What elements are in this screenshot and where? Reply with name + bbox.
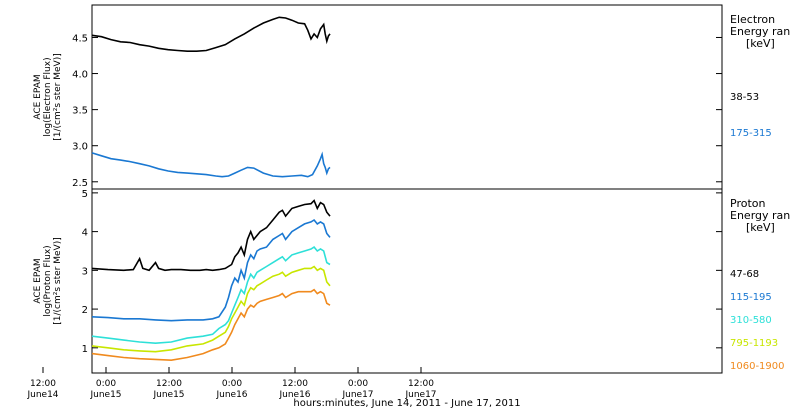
y-tick-label: 2	[82, 305, 88, 316]
y-axis-label: ACE EPAM	[33, 258, 43, 303]
series-line-115-195	[91, 218, 331, 322]
legend-entry: 795-1193	[730, 338, 778, 349]
legend-title: Energy ran	[730, 209, 790, 222]
series-line-1060-1900	[91, 288, 331, 362]
x-tick-time: 12:00	[156, 379, 182, 389]
series-line-38-53	[91, 16, 331, 52]
legend-title: [keV]	[746, 221, 775, 234]
series-line-175-315	[91, 151, 331, 178]
y-tick-label: 1	[82, 344, 88, 355]
y-tick-label: 3	[82, 266, 88, 277]
y-tick-label: 3.0	[72, 142, 88, 153]
time-axis: 12:00June140:00June1512:00June150:00June…	[26, 367, 437, 400]
x-axis-label: hours:minutes, June 14, 2011 - June 17, …	[293, 398, 520, 409]
x-tick-date: June16	[215, 390, 247, 400]
proton-frame	[91, 188, 723, 374]
electron-frame	[91, 4, 723, 190]
legend-entry: 38-53	[730, 92, 759, 103]
series-line-795-1193	[91, 265, 331, 353]
legend-entry: 47-68	[730, 269, 759, 280]
legend-entry: 175-315	[730, 128, 772, 139]
legend-entry: 310-580	[730, 315, 772, 326]
legend-title: Energy ran	[730, 25, 790, 38]
series-line-47-68	[91, 199, 331, 272]
x-tick-date: June14	[26, 390, 58, 400]
y-axis-label: log(Electron Flux)	[43, 57, 53, 136]
x-tick-date: June16	[278, 390, 310, 400]
y-axis-label: log(Proton Flux)	[43, 245, 53, 316]
x-tick-date: June15	[152, 390, 184, 400]
x-tick-date: June17	[404, 390, 436, 400]
legend-title: Proton	[730, 197, 765, 210]
y-tick-label: 5	[82, 189, 88, 200]
y-axis-label: ACE EPAM	[33, 74, 43, 119]
y-axis-label: [1/(cm²s ster MeV)]	[53, 237, 63, 324]
electron-panel: 4.5 4.0 3.5 3.0 2.5 ACE EPAM log(Electron Flux…	[33, 4, 790, 190]
x-tick-time: 0:00	[222, 379, 242, 389]
legend-entry: 1060-1900	[730, 361, 785, 372]
x-tick-time: 12:00	[408, 379, 434, 389]
x-tick-time: 12:00	[30, 379, 56, 389]
legend-title: [keV]	[746, 37, 775, 50]
x-tick-date: June17	[341, 390, 373, 400]
y-tick-label: 3.5	[72, 106, 88, 117]
x-tick-time: 0:00	[96, 379, 116, 389]
legend-entry: 115-195	[730, 292, 772, 303]
series-line-310-580	[91, 246, 331, 345]
proton-panel: 5 4 3 2 1 ACE EPAM log(Proton Flux) [1/(cm²s st…	[33, 188, 790, 374]
x-tick-time: 0:00	[348, 379, 368, 389]
x-tick-time: 12:00	[282, 379, 308, 389]
y-axis-label: [1/(cm²s ster MeV)]	[53, 53, 63, 140]
y-tick-label: 4.5	[72, 33, 88, 44]
y-tick-label: 4.0	[72, 70, 88, 81]
x-tick-date: June15	[89, 390, 121, 400]
legend-title: Electron	[730, 13, 775, 26]
y-tick-label: 4	[82, 228, 88, 239]
y-tick-label: 2.5	[72, 178, 88, 189]
